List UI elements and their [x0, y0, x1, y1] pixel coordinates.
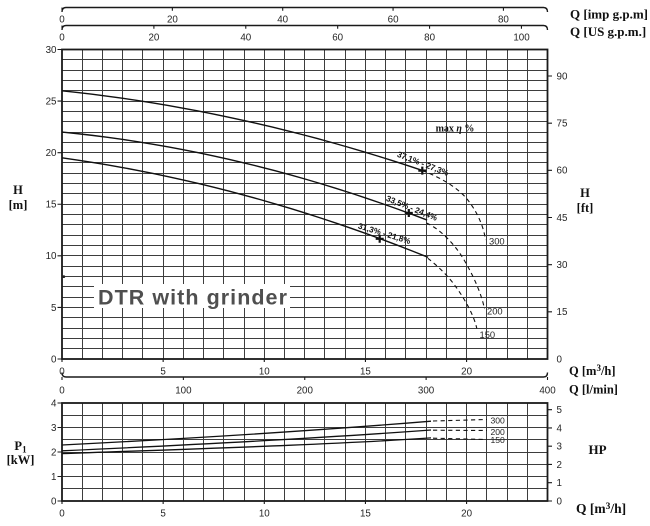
svg-text:Q [m3/h]: Q [m3/h] [576, 501, 626, 516]
svg-text:80: 80 [424, 32, 435, 43]
svg-text:10: 10 [46, 251, 57, 262]
svg-text:0: 0 [557, 354, 563, 365]
svg-text:80: 80 [498, 14, 509, 25]
svg-text:300: 300 [418, 385, 435, 396]
svg-text:[ft]: [ft] [577, 201, 594, 215]
svg-text:40: 40 [277, 14, 288, 25]
svg-text:30: 30 [46, 45, 57, 56]
svg-text:20: 20 [167, 14, 178, 25]
svg-text:200: 200 [487, 306, 503, 317]
svg-text:0: 0 [59, 366, 65, 377]
svg-text:45: 45 [557, 213, 568, 224]
svg-text:2: 2 [557, 460, 562, 471]
svg-text:30: 30 [557, 260, 568, 271]
svg-text:150: 150 [491, 435, 506, 445]
svg-text:60: 60 [332, 32, 343, 43]
svg-text:H: H [13, 183, 23, 197]
svg-text:15: 15 [46, 200, 57, 211]
svg-text:0: 0 [51, 354, 57, 365]
svg-text:90: 90 [557, 71, 568, 82]
svg-text:15: 15 [360, 366, 371, 377]
svg-text:H: H [580, 186, 590, 200]
svg-text:60: 60 [388, 14, 399, 25]
svg-text:75: 75 [557, 119, 568, 130]
svg-text:1: 1 [557, 478, 562, 489]
svg-text:5: 5 [160, 366, 166, 377]
svg-text:4: 4 [557, 423, 563, 434]
svg-text:200: 200 [491, 427, 506, 437]
svg-text:25: 25 [46, 97, 57, 108]
svg-text:20: 20 [461, 508, 472, 519]
svg-text:15: 15 [557, 307, 568, 318]
svg-text:1: 1 [51, 472, 56, 483]
svg-text:[m]: [m] [9, 198, 28, 212]
svg-text:Q [m3/h]: Q [m3/h] [569, 363, 616, 378]
svg-text:4: 4 [51, 398, 57, 409]
svg-text:100: 100 [513, 32, 530, 43]
svg-text:20: 20 [148, 32, 159, 43]
svg-text:150: 150 [480, 329, 496, 340]
svg-text:3: 3 [557, 442, 563, 453]
svg-text:10: 10 [259, 366, 270, 377]
svg-text:0: 0 [59, 385, 65, 396]
svg-text:60: 60 [557, 166, 568, 177]
svg-text:HP: HP [588, 442, 606, 457]
svg-text:0: 0 [51, 496, 57, 507]
svg-text:200: 200 [297, 385, 314, 396]
svg-text:Q [US g.p.m.]: Q [US g.p.m.] [570, 24, 646, 39]
svg-text:5: 5 [557, 405, 563, 416]
svg-text:300: 300 [489, 236, 505, 247]
svg-text:[kW]: [kW] [7, 453, 35, 467]
svg-text:0: 0 [59, 14, 65, 25]
svg-text:40: 40 [240, 32, 251, 43]
svg-text:400: 400 [539, 385, 556, 396]
svg-text:10: 10 [259, 508, 270, 519]
svg-text:Q [l/min]: Q [l/min] [569, 383, 618, 397]
svg-text:0: 0 [59, 32, 65, 43]
svg-text:2: 2 [51, 447, 56, 458]
svg-text:0: 0 [59, 508, 65, 519]
svg-text:100: 100 [175, 385, 192, 396]
svg-text:max η %: max η % [436, 124, 475, 135]
svg-text:5: 5 [160, 508, 166, 519]
svg-text:0: 0 [557, 496, 563, 507]
svg-text:20: 20 [461, 366, 472, 377]
svg-text:3: 3 [51, 423, 57, 434]
svg-text:20: 20 [46, 148, 57, 159]
svg-text:15: 15 [360, 508, 371, 519]
svg-text:Q [imp g.p.m]: Q [imp g.p.m] [570, 6, 648, 21]
svg-text:DTR with grinder: DTR with grinder [98, 286, 288, 310]
svg-text:300: 300 [491, 416, 506, 426]
svg-text:5: 5 [51, 303, 57, 314]
